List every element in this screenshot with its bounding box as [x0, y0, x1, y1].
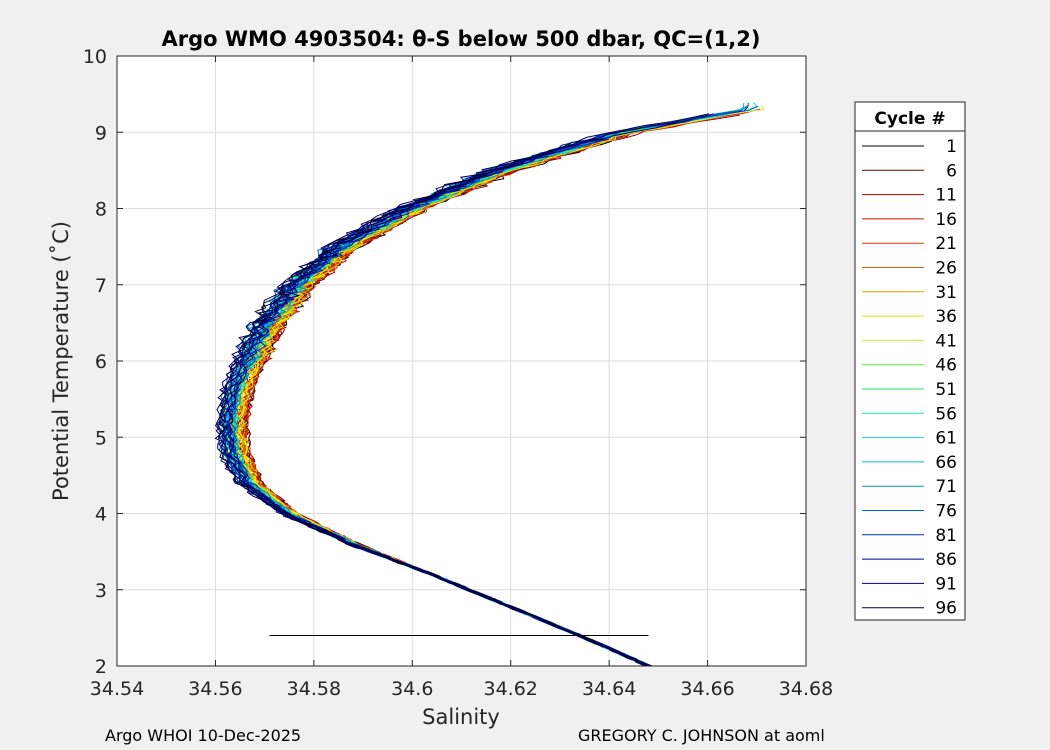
- y-tick-label: 3: [95, 580, 107, 602]
- y-tick-label: 9: [95, 122, 107, 144]
- y-tick-label: 5: [95, 427, 107, 449]
- legend-label: 56: [935, 404, 957, 424]
- legend-label: 66: [935, 453, 957, 473]
- x-tick-label: 34.66: [680, 678, 734, 700]
- legend-label: 46: [935, 356, 957, 376]
- profile-lines: [214, 102, 765, 667]
- y-tick-label: 10: [83, 46, 107, 68]
- y-tick-label: 7: [95, 275, 107, 297]
- y-axis-label: Potential Temperature (˚C): [49, 221, 73, 501]
- legend-label: 36: [935, 307, 957, 327]
- y-tick-label: 8: [95, 199, 107, 221]
- legend-label: 26: [935, 259, 957, 279]
- legend-label: 86: [935, 550, 957, 570]
- x-tick-label: 34.64: [582, 678, 636, 700]
- footer-left: Argo WHOI 10-Dec-2025: [105, 726, 301, 745]
- legend-label: 31: [935, 283, 957, 303]
- y-tick-label: 2: [95, 656, 107, 678]
- legend-label: 21: [935, 234, 957, 254]
- x-tick-label: 34.62: [484, 678, 538, 700]
- legend-label: 96: [935, 599, 957, 619]
- x-axis-label: Salinity: [422, 705, 500, 729]
- legend-label: 61: [935, 429, 957, 449]
- legend-title: Cycle #: [874, 109, 945, 129]
- x-tick-label: 34.68: [779, 678, 833, 700]
- legend-label: 16: [935, 210, 957, 230]
- footer-right: GREGORY C. JOHNSON at aoml: [578, 726, 825, 745]
- legend-label: 91: [935, 574, 957, 594]
- legend-label: 51: [935, 380, 957, 400]
- profile-line: [214, 143, 648, 667]
- legend-label: 11: [935, 186, 957, 206]
- legend-label: 71: [935, 477, 957, 497]
- legend-label: 81: [935, 526, 957, 546]
- legend-box: [854, 101, 966, 621]
- x-tick-label: 34.58: [287, 678, 341, 700]
- legend: Cycle # 16111621263136414651566166717681…: [854, 101, 966, 621]
- x-tick-label: 34.56: [188, 678, 242, 700]
- legend-label: 6: [946, 161, 957, 181]
- legend-label: 1: [946, 137, 957, 157]
- y-axis-ticks: 2 3 4 5 6 7 8 9 10: [83, 46, 806, 678]
- legend-label: 76: [935, 502, 957, 522]
- y-tick-label: 4: [95, 504, 107, 526]
- chart-title: Argo WMO 4903504: θ-S below 500 dbar, QC…: [162, 27, 761, 51]
- x-tick-label: 34.6: [391, 678, 433, 700]
- x-tick-label: 34.54: [90, 678, 144, 700]
- legend-label: 41: [935, 331, 957, 351]
- profile-line: [218, 161, 646, 667]
- x-axis-ticks: 34.54 34.56 34.58 34.6 34.62 34.64 34.66 34.68: [90, 56, 833, 700]
- y-tick-label: 6: [95, 351, 107, 373]
